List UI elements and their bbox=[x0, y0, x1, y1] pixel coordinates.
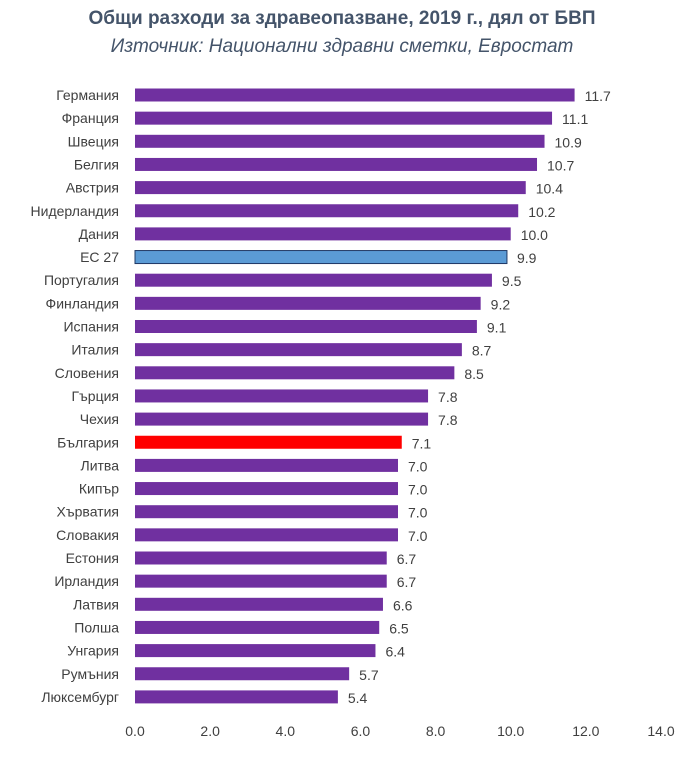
category-label: Люксембург bbox=[41, 689, 119, 705]
bar-нидерландия bbox=[135, 204, 519, 218]
x-tick-label: 0.0 bbox=[125, 723, 145, 739]
data-label: 11.1 bbox=[562, 111, 588, 127]
bar-гърция bbox=[135, 389, 429, 403]
bar-дания bbox=[135, 227, 511, 241]
bar-австрия bbox=[135, 181, 526, 195]
data-label: 10.2 bbox=[528, 204, 555, 220]
bar-естония bbox=[135, 551, 387, 565]
bar-унгария bbox=[135, 644, 376, 658]
data-label: 11.7 bbox=[585, 88, 611, 104]
category-label: Полша bbox=[74, 619, 119, 635]
chart-title: Общи разходи за здравеопазване, 2019 г.,… bbox=[88, 8, 596, 29]
category-label: Австрия bbox=[66, 180, 119, 196]
category-label: Словакия bbox=[56, 527, 119, 543]
category-label: Италия bbox=[71, 342, 119, 358]
data-label: 8.5 bbox=[464, 366, 484, 382]
bar-словакия bbox=[135, 528, 398, 542]
x-tick-label: 10.0 bbox=[497, 723, 524, 739]
category-label: Германия bbox=[56, 87, 119, 103]
data-label: 6.7 bbox=[397, 574, 417, 590]
bar-румъния bbox=[135, 667, 350, 681]
bar-франция bbox=[135, 111, 553, 125]
x-tick-label: 4.0 bbox=[276, 723, 296, 739]
bar-чехия bbox=[135, 412, 429, 426]
category-label: Румъния bbox=[61, 666, 119, 682]
category-label: Чехия bbox=[80, 411, 119, 427]
category-label: Кипър bbox=[79, 481, 119, 497]
bar-кипър bbox=[135, 482, 398, 496]
bar-белгия bbox=[135, 157, 538, 171]
category-label: Дания bbox=[79, 226, 119, 242]
bar-българия bbox=[135, 435, 402, 449]
x-tick-label: 2.0 bbox=[200, 723, 220, 739]
category-label: България bbox=[57, 434, 119, 450]
data-label: 7.0 bbox=[408, 505, 428, 521]
bar-ирландия bbox=[135, 574, 387, 588]
data-label: 10.0 bbox=[521, 227, 548, 243]
x-tick-label: 8.0 bbox=[426, 723, 446, 739]
data-label: 7.8 bbox=[438, 389, 458, 405]
category-label: Гърция bbox=[71, 388, 119, 404]
data-label: 7.0 bbox=[408, 458, 428, 474]
data-label: 5.7 bbox=[359, 667, 379, 683]
category-label: Словения bbox=[55, 365, 119, 381]
category-label: Ирландия bbox=[54, 573, 119, 589]
category-label: Португалия bbox=[44, 272, 119, 288]
category-label: Нидерландия bbox=[31, 203, 119, 219]
category-label: Хърватия bbox=[57, 504, 119, 520]
data-label: 9.5 bbox=[502, 273, 522, 289]
data-label: 6.5 bbox=[389, 620, 409, 636]
category-label: Швеция bbox=[68, 133, 119, 149]
data-label: 7.0 bbox=[408, 528, 428, 544]
data-label: 7.0 bbox=[408, 482, 428, 498]
bar-швеция bbox=[135, 134, 545, 148]
data-label: 8.7 bbox=[472, 343, 492, 359]
x-tick-label: 6.0 bbox=[351, 723, 371, 739]
bar-полша bbox=[135, 620, 380, 634]
bar-хърватия bbox=[135, 505, 398, 519]
data-label: 6.4 bbox=[385, 644, 405, 660]
data-label: 9.1 bbox=[487, 320, 507, 336]
data-label: 7.8 bbox=[438, 412, 458, 428]
bar-финландия bbox=[135, 296, 481, 310]
data-label: 6.6 bbox=[393, 597, 413, 613]
category-label: Финландия bbox=[46, 295, 119, 311]
category-label: Литва bbox=[81, 457, 120, 473]
x-tick-label: 14.0 bbox=[647, 723, 674, 739]
data-label: 10.4 bbox=[536, 181, 563, 197]
data-label: 10.7 bbox=[547, 157, 574, 173]
bar-люксембург bbox=[135, 690, 338, 704]
category-label: Франция bbox=[62, 110, 119, 126]
data-label: 7.1 bbox=[412, 435, 432, 451]
x-tick-label: 12.0 bbox=[572, 723, 599, 739]
chart-subtitle: Източник: Национални здравни сметки, Евр… bbox=[110, 36, 574, 57]
category-label: Латвия bbox=[73, 596, 119, 612]
bar-германия bbox=[135, 88, 575, 102]
data-label: 9.9 bbox=[517, 250, 537, 266]
category-label: Унгария bbox=[67, 643, 119, 659]
data-label: 5.4 bbox=[348, 690, 368, 706]
bar-испания bbox=[135, 320, 477, 333]
category-label: ЕС 27 bbox=[80, 249, 119, 265]
bar-латвия bbox=[135, 597, 383, 611]
bar-ес-27 bbox=[134, 250, 508, 265]
bar-италия bbox=[135, 343, 462, 357]
bar-словения bbox=[135, 366, 455, 380]
data-label: 9.2 bbox=[491, 296, 511, 312]
category-label: Белгия bbox=[74, 156, 119, 172]
category-label: Естония bbox=[66, 550, 119, 566]
bar-литва bbox=[135, 458, 398, 472]
data-label: 6.7 bbox=[397, 551, 417, 567]
category-label: Испания bbox=[63, 319, 119, 335]
bar-португалия bbox=[135, 273, 492, 287]
data-label: 10.9 bbox=[555, 134, 582, 150]
